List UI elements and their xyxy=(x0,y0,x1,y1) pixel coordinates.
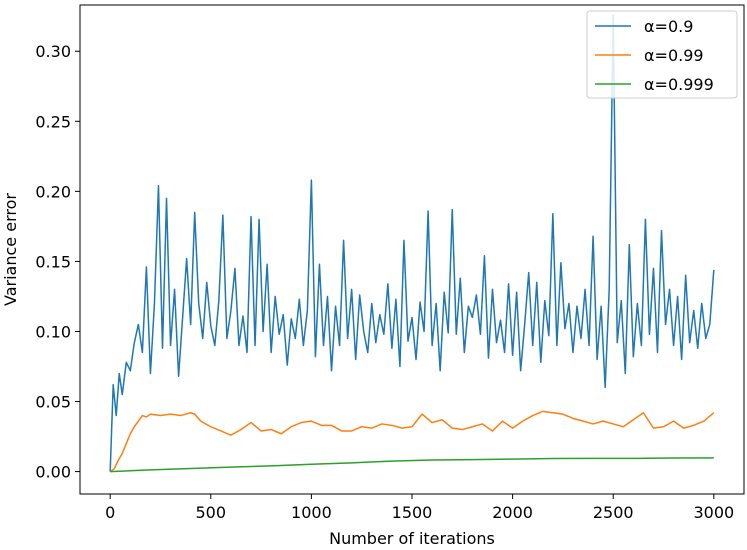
x-tick-label: 3000 xyxy=(693,503,734,522)
y-tick-label: 0.25 xyxy=(35,112,71,131)
y-tick-label: 0.00 xyxy=(35,463,71,482)
x-tick-label: 1500 xyxy=(392,503,433,522)
legend-box xyxy=(586,10,738,99)
x-axis-label: Number of iterations xyxy=(329,529,495,548)
y-tick-label: 0.05 xyxy=(35,393,71,412)
x-tick-label: 0 xyxy=(105,503,115,522)
axes: 0 500 1000 1500 2000 2500 3000 0.00 0.05 0.10 0.15… xyxy=(1,4,745,548)
x-tick-label: 2500 xyxy=(593,503,634,522)
legend: α=0.9 α=0.99 α=0.999 xyxy=(586,10,738,99)
y-axis-label: Variance error xyxy=(1,193,20,306)
y-tick-label: 0.30 xyxy=(35,42,71,61)
y-tick-label: 0.15 xyxy=(35,252,71,271)
legend-label: α=0.999 xyxy=(644,75,714,94)
x-tick-label: 500 xyxy=(196,503,227,522)
x-tick-label: 2000 xyxy=(492,503,533,522)
x-tick-label: 1000 xyxy=(291,503,332,522)
y-tick-label: 0.20 xyxy=(35,182,71,201)
series-line-3 xyxy=(110,457,714,473)
series-line-2 xyxy=(109,410,715,473)
y-tick-label: 0.10 xyxy=(35,322,71,341)
legend-label: α=0.99 xyxy=(644,46,704,65)
legend-label: α=0.9 xyxy=(644,17,693,36)
